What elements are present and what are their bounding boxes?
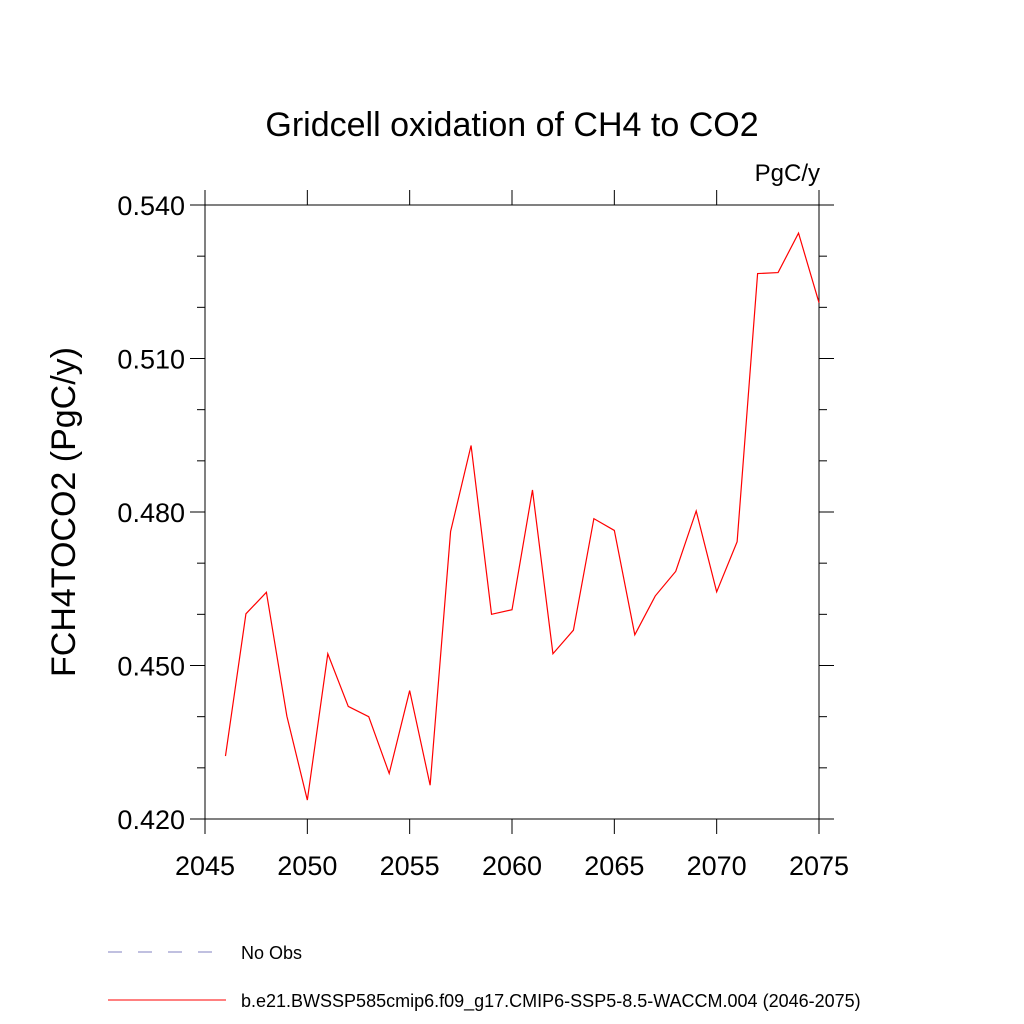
y-tick-label: 0.480 — [117, 498, 185, 528]
x-tick-label: 2055 — [380, 851, 440, 881]
y-tick-label: 0.450 — [117, 652, 185, 682]
legend-label: No Obs — [241, 943, 302, 963]
legend: No Obs b.e21.BWSSP585cmip6.f09_g17.CMIP6-… — [108, 943, 861, 1012]
y-tick-label: 0.510 — [117, 345, 185, 375]
series-group — [224, 231, 820, 801]
x-tick-label: 2065 — [584, 851, 644, 881]
x-tick-label: 2060 — [482, 851, 542, 881]
x-tick-label: 2045 — [175, 851, 235, 881]
chart-title: Gridcell oxidation of CH4 to CO2 — [265, 106, 758, 144]
units-label: PgC/y — [755, 160, 820, 187]
axis-tick-labels: 0.420 0.450 0.480 0.510 0.540 2045 2050 2055 206… — [117, 191, 849, 881]
x-tick-label: 2070 — [687, 851, 747, 881]
y-tick-label: 0.540 — [117, 191, 185, 221]
axis-ticks — [190, 190, 834, 834]
plot-frame — [204, 204, 820, 820]
x-tick-label: 2075 — [789, 851, 849, 881]
legend-label: b.e21.BWSSP585cmip6.f09_g17.CMIP6-SSP5-8… — [241, 991, 861, 1012]
y-tick-label: 0.420 — [117, 805, 185, 835]
series-line — [224, 231, 820, 801]
x-tick-label: 2050 — [277, 851, 337, 881]
y-axis-label: FCH4TOCO2 (PgC/y) — [45, 347, 83, 677]
